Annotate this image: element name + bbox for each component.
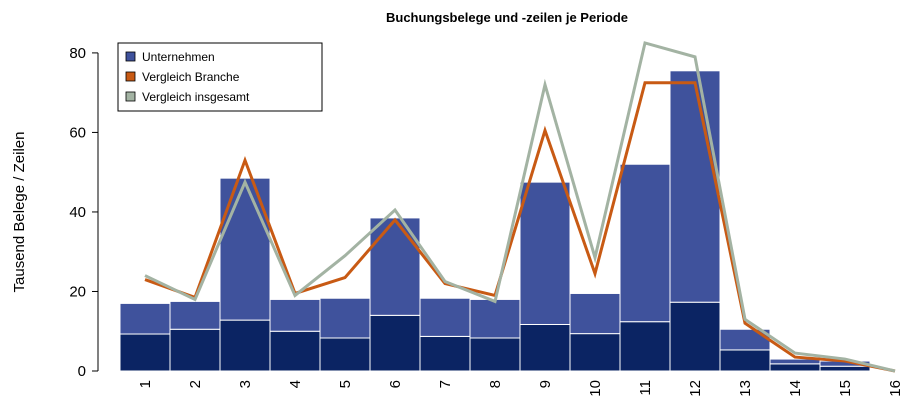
bar: [619, 163, 671, 323]
legend: Unternehmen Vergleich Branche Vergleich in…: [117, 42, 323, 112]
x-tick-label: 4: [287, 380, 304, 388]
bar: [269, 298, 321, 332]
bar: [219, 177, 271, 321]
y-tick-label: 0: [78, 363, 86, 380]
x-tick-label: 3: [237, 380, 254, 388]
legend-key: [125, 51, 136, 62]
bar: [369, 314, 421, 372]
bar: [719, 349, 771, 372]
x-tick-label: 15: [837, 380, 854, 397]
x-tick-label: 1: [137, 380, 154, 388]
bar: [319, 297, 371, 339]
y-tick-label: 80: [69, 45, 86, 62]
bar: [519, 323, 571, 372]
y-axis-label: Tausend Belege / Zeilen: [11, 132, 28, 293]
bar: [469, 298, 521, 339]
bar: [119, 333, 171, 372]
x-tick-label: 13: [737, 380, 754, 397]
x-tick-label: 2: [187, 380, 204, 388]
line-series: [144, 81, 896, 373]
y-tick-label: 20: [69, 283, 86, 300]
bar: [619, 321, 671, 372]
x-tick-label: 10: [587, 380, 604, 397]
legend-label: Unternehmen: [142, 50, 215, 64]
bar: [319, 337, 371, 372]
bar: [569, 333, 621, 372]
bar: [519, 181, 571, 325]
x-tick-label: 11: [637, 380, 654, 396]
x-tick-label: 16: [887, 380, 904, 397]
bar: [419, 297, 471, 337]
bar: [669, 301, 721, 372]
x-tick-label: 8: [487, 380, 504, 388]
bar: [219, 319, 271, 372]
legend-label: Vergleich Branche: [142, 70, 240, 84]
legend-label: Vergleich insgesamt: [142, 90, 250, 104]
chart-title: Buchungsbelege und -zeilen je Periode: [386, 10, 628, 25]
y-tick-label: 60: [69, 124, 86, 141]
bar: [819, 365, 871, 372]
bar: [169, 328, 221, 372]
bar: [419, 335, 471, 372]
x-tick-label: 12: [687, 380, 704, 397]
bar: [269, 330, 321, 372]
x-tick-label: 6: [387, 380, 404, 388]
x-tick-label: 9: [537, 380, 554, 388]
bar: [119, 302, 171, 335]
line-series: [144, 41, 896, 373]
bar: [669, 70, 721, 303]
bar: [169, 300, 221, 330]
x-tick-label: 5: [337, 380, 354, 388]
bar: [469, 337, 521, 372]
legend-box: [117, 42, 323, 112]
y-tick-label: 40: [69, 204, 86, 221]
legend-key: [125, 91, 136, 102]
x-tick-label: 14: [787, 380, 804, 397]
bar: [769, 363, 821, 372]
bar: [569, 292, 621, 335]
legend-key: [125, 71, 136, 82]
x-tick-label: 7: [437, 380, 454, 388]
